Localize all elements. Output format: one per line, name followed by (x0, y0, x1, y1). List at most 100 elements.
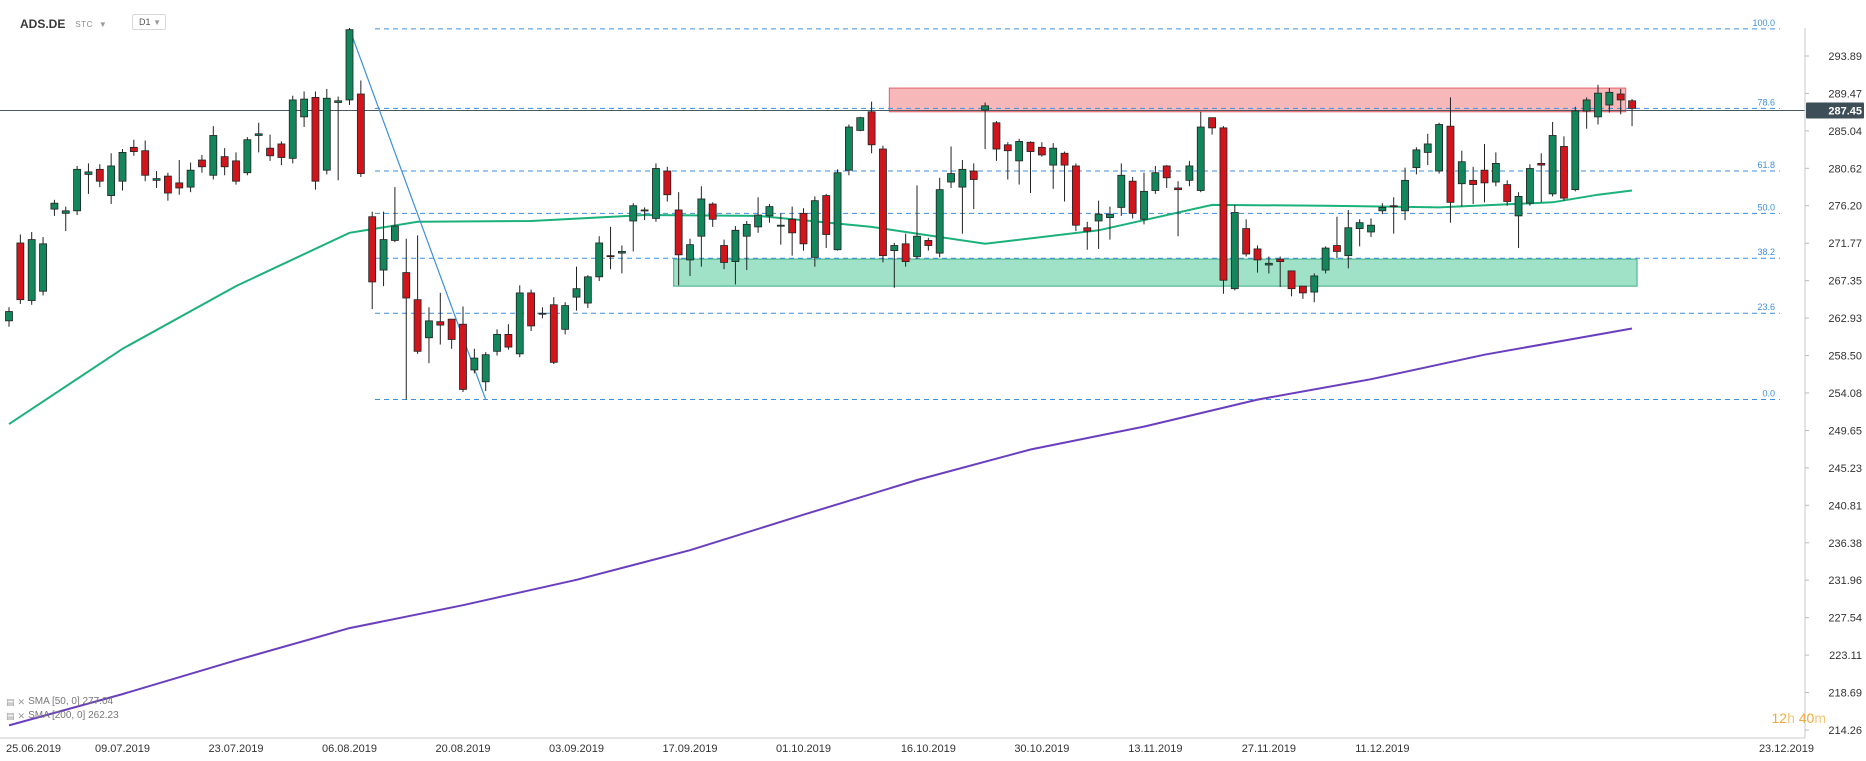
fib-level-label: 23.6 (1757, 302, 1775, 312)
candle (1560, 136, 1568, 201)
chevron-down-icon[interactable]: ▼ (98, 19, 107, 29)
candle (1480, 143, 1489, 203)
y-tick-label: 227.54 (1828, 613, 1862, 625)
candle-body-bull (390, 225, 399, 241)
candle (1185, 160, 1194, 187)
candle-body-bull (379, 239, 388, 271)
candle (345, 27, 354, 106)
candle-body-bear (141, 150, 150, 176)
timeframe-select[interactable]: D1 ▼ (132, 14, 166, 30)
candle (504, 324, 513, 350)
candle (1208, 117, 1216, 135)
fib-level-label: 78.6 (1757, 97, 1775, 107)
candle-body-bull (481, 354, 490, 383)
candle-body-bear (799, 212, 808, 245)
candle-body-bear (402, 272, 411, 299)
symbol-label[interactable]: ADS.DE (20, 17, 66, 31)
y-tick-label: 271.77 (1828, 238, 1862, 250)
candle-body-bear (1446, 125, 1455, 203)
candle-body-bull (1196, 126, 1205, 191)
candle-body-bear (368, 216, 377, 283)
candle (1264, 256, 1273, 274)
candle (1321, 246, 1330, 274)
candle (1605, 88, 1614, 113)
market-type-label[interactable]: STC (75, 19, 93, 29)
y-tick-label: 218.69 (1828, 688, 1862, 700)
candle (1628, 99, 1636, 127)
edit-icon[interactable]: ▤ (6, 697, 15, 707)
candle-body-bear (606, 255, 615, 258)
candle (118, 149, 127, 191)
candle-body-bull (538, 312, 547, 315)
candle (742, 220, 751, 271)
candle-body-bull (300, 98, 309, 118)
close-icon[interactable]: ✕ (17, 697, 26, 707)
x-tick-label: 11.12.2019 (1355, 743, 1409, 755)
candle-body-bear (1026, 141, 1035, 152)
candle (1083, 221, 1092, 250)
fib-level-label: 38.2 (1757, 247, 1775, 257)
candle-body-bull (1548, 135, 1557, 195)
candle (1457, 150, 1466, 207)
candle (1469, 166, 1478, 205)
candle-body-bull (254, 133, 263, 136)
candle-body-bear (663, 170, 672, 196)
candle-body-bear (16, 242, 25, 301)
candle (822, 193, 831, 249)
candle (583, 275, 592, 309)
candle (1128, 176, 1137, 219)
candle (527, 289, 535, 332)
candle-body-bear (459, 323, 467, 390)
candle (493, 329, 501, 356)
candle-body-bull (618, 251, 626, 254)
candle-body-bear (1060, 152, 1069, 166)
candle-body-bull (629, 205, 638, 222)
candle-body-bull (1355, 222, 1364, 229)
candle (1378, 203, 1387, 215)
candle-body-bear (1480, 169, 1489, 184)
candle-body-bull (1015, 141, 1024, 162)
candle-body-bull (1435, 124, 1443, 172)
candle (572, 266, 581, 311)
current-price-badge-bg (1806, 102, 1864, 119)
candle-body-bull (39, 243, 47, 292)
candle (1571, 106, 1580, 192)
y-tick-label: 245.23 (1828, 463, 1862, 475)
candle-body-bear (527, 292, 535, 327)
candle (674, 192, 683, 286)
candle-body-bull (754, 214, 762, 228)
x-tick-label: 03.09.2019 (549, 743, 604, 755)
candle-body-bear (1616, 93, 1625, 101)
y-tick-label: 236.38 (1828, 538, 1862, 550)
candle (720, 239, 728, 270)
candle (1162, 165, 1171, 188)
candle-body-bull (1378, 207, 1387, 212)
candle (368, 211, 377, 309)
timeframe-value: D1 (139, 17, 151, 27)
candle (390, 187, 399, 243)
edit-icon[interactable]: ▤ (6, 711, 15, 721)
candle (1140, 172, 1148, 225)
candle-body-bear (1469, 179, 1478, 185)
chart-header: ADS.DE STC ▼ (20, 14, 107, 34)
close-icon[interactable]: ✕ (17, 711, 26, 721)
candle-body-bull (1264, 262, 1273, 266)
candle (152, 171, 161, 188)
candle (61, 206, 70, 232)
current-price-badge: 287.45 (1806, 102, 1864, 119)
candle-body-bull (833, 172, 842, 251)
candle-body-bear (822, 195, 831, 235)
candle (606, 226, 615, 270)
candle-body-bear (504, 333, 513, 348)
candle-body-bear (901, 243, 910, 262)
candle (129, 139, 138, 156)
candle-body-bull (1344, 227, 1353, 257)
zones-layer (673, 87, 1638, 287)
candle-body-bull (27, 239, 36, 301)
candle-body-bull (493, 333, 501, 352)
candle-body-bear (1003, 144, 1012, 152)
candle (776, 213, 785, 245)
candle-body-bull (856, 117, 865, 131)
